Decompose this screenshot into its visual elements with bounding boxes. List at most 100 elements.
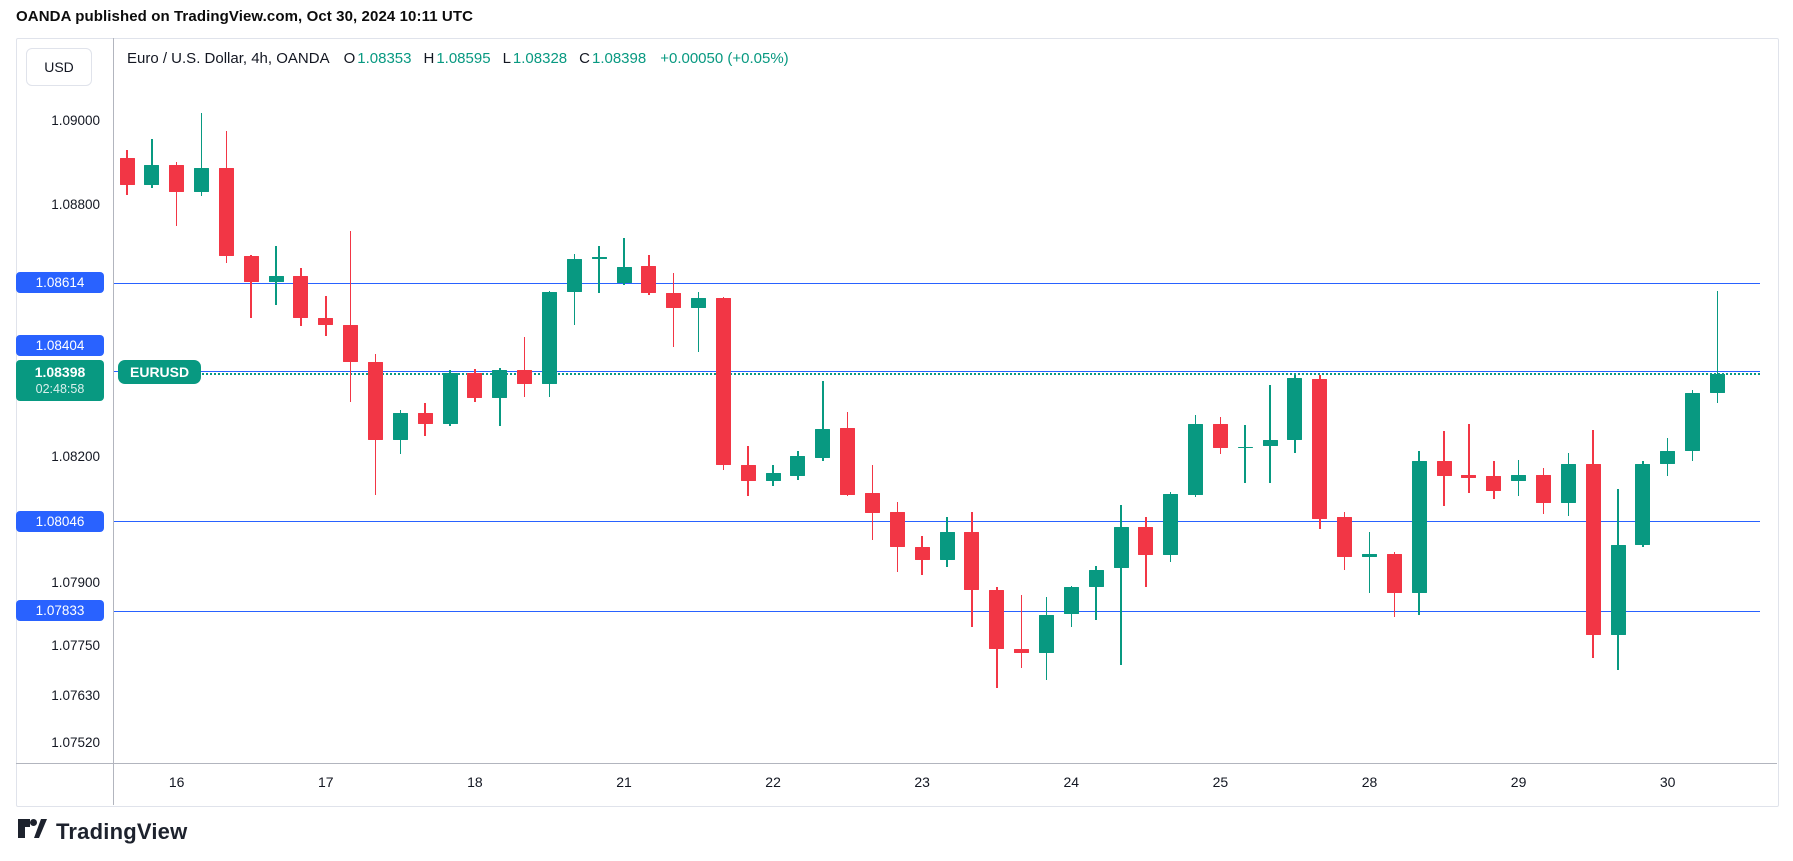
current-price-value: 1.08398 [34,363,86,380]
currency-toggle-button[interactable]: USD [26,48,92,86]
ohlc-label: L [502,49,511,67]
candle-body [1709,373,1725,393]
candle-wick [822,381,824,462]
ohlc-value: 1.08595 [436,49,491,67]
candle-body [865,493,880,514]
candle-body [740,464,756,482]
candle-body [691,298,707,309]
candle-wick [250,255,253,318]
time-axis-label: 23 [914,774,930,790]
ohlc-label: H [423,49,435,67]
candle-body [1188,423,1204,495]
time-axis-label: 25 [1212,774,1229,790]
candle-wick [697,291,700,352]
candle-wick [523,336,526,398]
symbol-price-label: EURUSD [118,360,202,385]
time-axis-label: 28 [1361,774,1378,790]
current-price-badge: 1.08398 02:48:58 [16,359,104,401]
candle-body [268,276,284,282]
candle-body [1386,554,1402,594]
candle-body [1088,569,1104,588]
candle-wick [275,246,277,306]
price-level-badge: 1.07833 [16,600,104,622]
time-axis-label: 29 [1510,774,1527,790]
candle-body [989,590,1005,649]
chart-container [16,38,1779,807]
price-level-line [114,610,1760,612]
price-level-line [114,521,1760,523]
price-tick-label: 1.08200 [51,449,100,464]
change-value: +0.00050 (+0.05%) [660,49,789,67]
symbol-title[interactable]: Euro / U.S. Dollar, 4h, OANDA [127,49,330,67]
candle-body [541,291,557,384]
candle-body [1436,460,1452,477]
candle-body [144,164,160,185]
candle-body [1511,475,1527,481]
ohlc-item: O 1.08353 [344,50,412,67]
candle-body [1610,544,1626,636]
candle-body [368,362,383,440]
candle-body [293,276,309,318]
candle-wick [1095,566,1097,620]
candle-body [169,164,185,192]
candle-body [243,256,259,282]
time-axis-label: 30 [1659,774,1676,790]
candle-body [1262,439,1278,447]
candle-body [1237,446,1253,449]
candle-body [218,168,234,257]
price-tick-label: 1.07750 [51,638,100,653]
ohlc-values: O 1.08353 H 1.08595 L 1.08328 C 1.08398 [344,50,647,67]
price-tick-label: 1.07630 [51,688,100,704]
candle-body [1535,474,1551,504]
candle-body [765,472,781,482]
price-tick-label: 1.07900 [51,575,100,590]
candle-body [641,266,657,294]
price-tick-label: 1.07520 [51,734,100,750]
candle-body [318,317,334,326]
candle-body [1585,463,1601,636]
candle-body [1014,648,1030,654]
tradingview-logo-text: TradingView [56,818,188,844]
candle-body [1411,460,1427,594]
tradingview-logo-icon [18,819,47,838]
candle-wick [349,230,352,402]
candle-wick [175,162,178,226]
chart-legend: Euro / U.S. Dollar, 4h, OANDA O 1.08353 H 1… [127,47,789,69]
tradingview-logo[interactable]: TradingView [18,818,187,845]
candle-body [1685,392,1701,451]
time-axis-label: 24 [1063,774,1080,790]
price-axis-separator [113,38,114,805]
time-axis-separator [16,763,1777,764]
candle-wick [1244,425,1247,483]
candle-body [715,298,731,465]
time-axis-label: 22 [765,774,781,790]
candle-body [666,293,682,309]
candle-body [119,158,135,185]
candle-body [517,370,533,384]
candle-body [939,531,955,561]
candle-wick [151,138,153,188]
candle-wick [1120,504,1122,665]
candle-body [417,412,433,424]
ohlc-label: C [579,49,590,67]
price-level-line [114,282,1760,284]
time-axis-label: 18 [467,774,483,790]
candle-body [1312,379,1328,520]
attribution-text: OANDA published on TradingView.com, Oct … [16,8,474,25]
bar-countdown: 02:48:58 [35,381,85,396]
candle-wick [1020,595,1023,669]
price-level-badge: 1.08404 [16,334,104,356]
candle-wick [1368,532,1371,594]
price-tick-label: 1.08800 [51,197,100,212]
ohlc-label: O [343,49,356,67]
candle-body [442,373,458,424]
candle-body [815,429,831,458]
candle-body [914,547,930,561]
price-level-badge: 1.08614 [16,272,104,294]
candle-body [1337,517,1353,557]
candle-wick [325,296,327,337]
candle-wick [1468,424,1470,493]
ohlc-value: 1.08398 [591,49,647,67]
price-level-line [114,370,1760,372]
candle-body [616,267,632,284]
